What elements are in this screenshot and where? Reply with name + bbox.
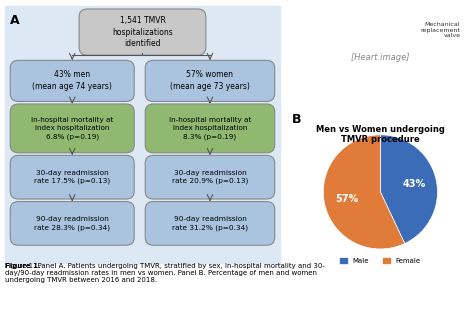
Text: Figure 1. Panel A. Patients undergoing TMVR, stratified by sex, in-hospital mort: Figure 1. Panel A. Patients undergoing T…: [5, 263, 325, 283]
FancyBboxPatch shape: [79, 9, 206, 55]
FancyBboxPatch shape: [10, 202, 134, 245]
FancyBboxPatch shape: [10, 155, 134, 199]
Text: 30-day readmission
rate 20.9% (p=0.13): 30-day readmission rate 20.9% (p=0.13): [172, 170, 248, 185]
Text: 30-day readmission
rate 17.5% (p=0.13): 30-day readmission rate 17.5% (p=0.13): [34, 170, 110, 185]
Text: 90-day readmission
rate 28.3% (p=0.34): 90-day readmission rate 28.3% (p=0.34): [34, 216, 110, 231]
Text: B: B: [292, 113, 301, 126]
Text: Mechanical
replacement
valve: Mechanical replacement valve: [420, 22, 460, 38]
Text: [Heart image]: [Heart image]: [351, 53, 410, 62]
Text: Figure 1.: Figure 1.: [5, 263, 43, 269]
Wedge shape: [323, 135, 405, 249]
FancyBboxPatch shape: [145, 104, 275, 153]
Legend: Male, Female: Male, Female: [337, 255, 423, 267]
FancyBboxPatch shape: [10, 60, 134, 101]
Text: 43% men
(mean age 74 years): 43% men (mean age 74 years): [32, 71, 112, 91]
Text: 57%: 57%: [336, 194, 359, 204]
Text: 57% women
(mean age 73 years): 57% women (mean age 73 years): [170, 71, 250, 91]
FancyBboxPatch shape: [10, 104, 134, 153]
FancyBboxPatch shape: [145, 60, 275, 101]
Text: A: A: [10, 14, 20, 27]
Text: In-hospital mortality at
index hospitalization
8.3% (p=0.19): In-hospital mortality at index hospitali…: [169, 117, 251, 140]
FancyBboxPatch shape: [145, 155, 275, 199]
Text: Men vs Women undergoing
TMVR procedure: Men vs Women undergoing TMVR procedure: [316, 125, 445, 144]
Text: In-hospital mortality at
index hospitalization
6.8% (p=0.19): In-hospital mortality at index hospitali…: [31, 117, 113, 140]
Text: 1,541 TMVR
hospitalizations
identified: 1,541 TMVR hospitalizations identified: [112, 16, 173, 48]
FancyBboxPatch shape: [145, 202, 275, 245]
Text: 90-day readmission
rate 31.2% (p=0.34): 90-day readmission rate 31.2% (p=0.34): [172, 216, 248, 231]
Wedge shape: [381, 135, 438, 244]
Text: 43%: 43%: [402, 179, 426, 189]
